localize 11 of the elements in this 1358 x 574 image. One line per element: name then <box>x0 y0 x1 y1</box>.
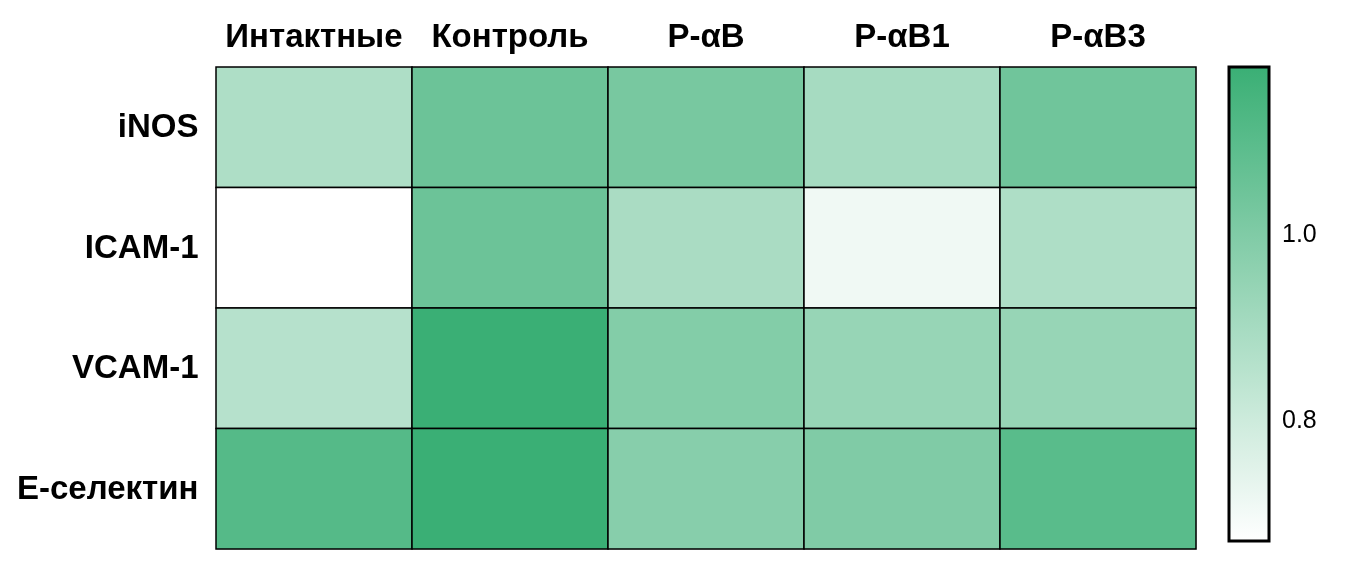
y-tick-label: E-селектин <box>17 468 199 506</box>
x-tick-label: P-αB1 <box>854 16 950 54</box>
y-tick-label: ICAM-1 <box>84 227 199 265</box>
x-tick-label: Интактные <box>225 16 403 54</box>
y-tick-label: VCAM-1 <box>71 348 199 386</box>
y-tick-label: iNOS <box>117 107 199 145</box>
color-bar-label: 1.0 <box>1282 219 1317 248</box>
color-bar-label: 0.8 <box>1282 405 1317 434</box>
x-tick-label: Контроль <box>431 16 589 54</box>
x-tick-label: P-αB <box>667 16 745 54</box>
x-tick-label: P-αB3 <box>1050 16 1146 54</box>
